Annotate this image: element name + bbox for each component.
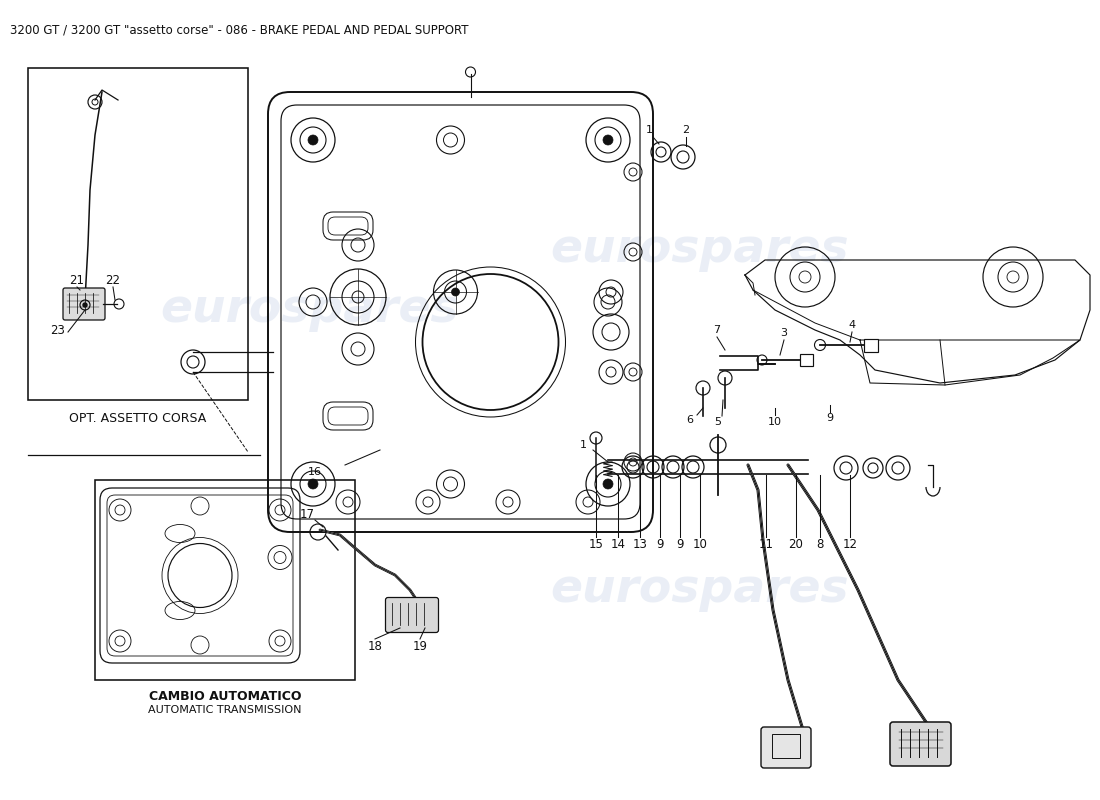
Text: 15: 15 [588, 538, 604, 551]
Text: 14: 14 [610, 538, 626, 551]
Text: 1: 1 [580, 440, 586, 450]
Text: 16: 16 [308, 467, 322, 477]
Text: 5: 5 [715, 417, 722, 427]
Circle shape [603, 479, 613, 489]
Text: 18: 18 [367, 641, 383, 654]
Circle shape [603, 135, 613, 145]
Text: 2: 2 [682, 125, 690, 135]
Text: 21: 21 [69, 274, 85, 286]
Text: 1: 1 [646, 125, 652, 135]
Text: 8: 8 [816, 538, 824, 551]
Circle shape [308, 479, 318, 489]
Text: 3200 GT / 3200 GT "assetto corse" - 086 - BRAKE PEDAL AND PEDAL SUPPORT: 3200 GT / 3200 GT "assetto corse" - 086 … [10, 23, 469, 37]
FancyBboxPatch shape [385, 598, 439, 633]
Text: 4: 4 [848, 320, 856, 330]
Text: 13: 13 [632, 538, 648, 551]
Bar [28, 68, 248, 400]
Text: eurospares: eurospares [161, 287, 460, 333]
FancyBboxPatch shape [63, 288, 104, 320]
Text: eurospares: eurospares [551, 567, 849, 613]
FancyBboxPatch shape [890, 722, 952, 766]
Text: 12: 12 [843, 538, 858, 551]
Text: 9: 9 [676, 538, 684, 551]
Bar [800, 354, 813, 366]
Text: 23: 23 [51, 323, 65, 337]
Text: 10: 10 [693, 538, 707, 551]
Text: 10: 10 [768, 417, 782, 427]
Text: OPT. ASSETTO CORSA: OPT. ASSETTO CORSA [69, 411, 207, 425]
Bar [772, 734, 800, 758]
Text: 3: 3 [781, 328, 788, 338]
Text: 6: 6 [686, 415, 693, 425]
Text: AUTOMATIC TRANSMISSION: AUTOMATIC TRANSMISSION [148, 705, 301, 715]
Text: 20: 20 [789, 538, 803, 551]
Text: 7: 7 [714, 325, 720, 335]
Circle shape [308, 135, 318, 145]
Bar [864, 338, 878, 351]
Text: 17: 17 [299, 509, 315, 522]
Text: 9: 9 [826, 413, 834, 423]
Text: 22: 22 [106, 274, 121, 286]
Text: eurospares: eurospares [551, 227, 849, 273]
Text: CAMBIO AUTOMATICO: CAMBIO AUTOMATICO [148, 690, 301, 702]
Circle shape [82, 303, 87, 307]
Circle shape [451, 288, 460, 296]
FancyBboxPatch shape [761, 727, 811, 768]
Text: 19: 19 [412, 641, 428, 654]
Text: 11: 11 [759, 538, 773, 551]
Text: 9: 9 [657, 538, 663, 551]
Bar [95, 480, 355, 680]
